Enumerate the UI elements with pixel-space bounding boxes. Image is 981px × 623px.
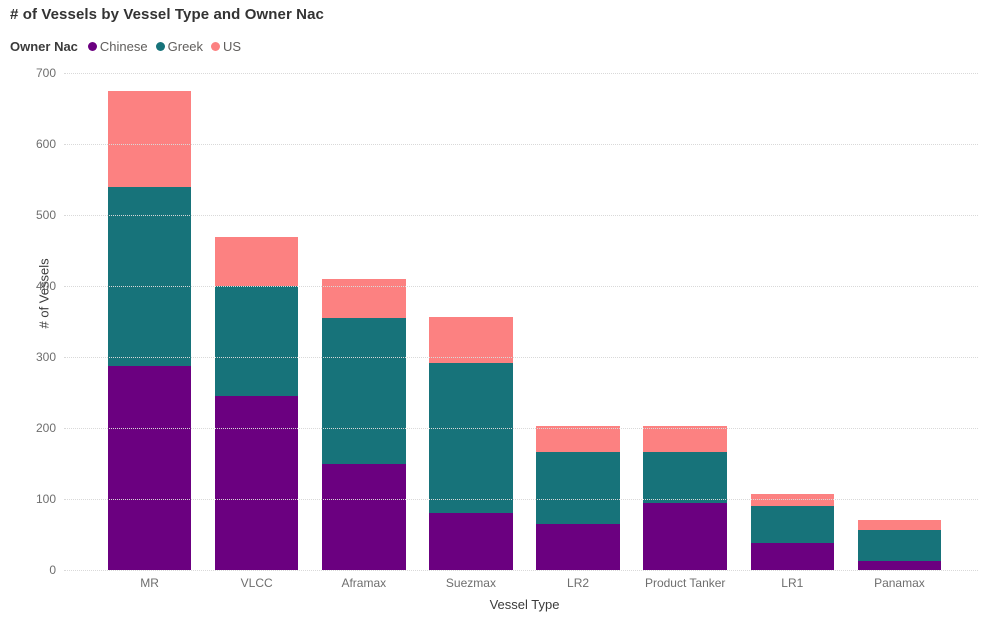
bar-segment-us[interactable] bbox=[536, 425, 620, 453]
bar-segment-greek[interactable] bbox=[750, 506, 835, 544]
bar-vlcc[interactable] bbox=[214, 237, 299, 570]
y-axis-tick-label: 100 bbox=[35, 492, 56, 506]
bar-segment-greek[interactable] bbox=[643, 452, 727, 503]
legend-item-us[interactable]: US bbox=[211, 39, 241, 54]
legend-dot bbox=[87, 42, 97, 51]
bar-slot-lr2 bbox=[525, 73, 632, 570]
bar-segment-greek[interactable] bbox=[107, 186, 192, 367]
bar-slot-aframax bbox=[310, 73, 417, 570]
bar-segment-chinese[interactable] bbox=[107, 366, 192, 570]
y-axis-tick-label: 0 bbox=[49, 563, 56, 577]
legend-title: Owner Nac bbox=[10, 39, 78, 54]
bar-mr[interactable] bbox=[107, 90, 192, 570]
bar-segment-us[interactable] bbox=[429, 317, 513, 364]
bar-aframax[interactable] bbox=[322, 278, 406, 570]
y-axis-tick-label: 700 bbox=[35, 66, 56, 80]
bar-product-tanker[interactable] bbox=[643, 425, 727, 570]
gridline bbox=[64, 286, 978, 287]
y-axis-tick-label: 400 bbox=[35, 279, 56, 293]
legend: Owner Nac Chinese Greek US bbox=[10, 39, 241, 54]
x-axis-category-label: Aframax bbox=[341, 576, 387, 590]
bar-slot-vlcc bbox=[203, 73, 310, 570]
legend-item-chinese[interactable]: Chinese bbox=[87, 39, 148, 54]
bar-segment-chinese[interactable] bbox=[857, 560, 942, 570]
bar-segment-chinese[interactable] bbox=[214, 396, 299, 570]
plot-area bbox=[64, 73, 978, 571]
legend-dot bbox=[155, 42, 165, 51]
legend-item-greek[interactable]: Greek bbox=[155, 39, 204, 54]
bar-segment-greek[interactable] bbox=[857, 529, 942, 561]
x-axis-category-label: Panamax bbox=[874, 576, 925, 590]
gridline bbox=[64, 499, 978, 500]
gridline bbox=[64, 357, 978, 358]
legend-item-label: US bbox=[223, 39, 242, 54]
bar-segment-us[interactable] bbox=[107, 90, 192, 187]
bar-segment-us[interactable] bbox=[750, 494, 835, 507]
bar-segment-chinese[interactable] bbox=[750, 543, 835, 570]
legend-item-label: Chinese bbox=[99, 39, 148, 54]
x-axis-category-label: LR2 bbox=[567, 576, 590, 590]
bar-lr2[interactable] bbox=[536, 425, 620, 570]
gridline bbox=[64, 428, 978, 429]
gridline bbox=[64, 144, 978, 145]
bar-suezmax[interactable] bbox=[429, 317, 513, 570]
gridline bbox=[64, 215, 978, 216]
x-axis-category-label: MR bbox=[140, 576, 159, 590]
y-axis-tick-label: 300 bbox=[35, 350, 56, 364]
y-axis-tick-label: 500 bbox=[35, 208, 56, 222]
bar-lr1[interactable] bbox=[750, 494, 835, 570]
x-axis-category-labels: MR VLCC Aframax Suezmax LR2 Product Tanker LR1… bbox=[96, 576, 953, 590]
x-axis-category-label: LR1 bbox=[781, 576, 804, 590]
bar-slot-product-tanker bbox=[632, 73, 739, 570]
bar-segment-greek[interactable] bbox=[429, 363, 513, 514]
bar-segment-chinese[interactable] bbox=[429, 513, 513, 570]
legend-dot bbox=[211, 42, 221, 51]
x-axis-category-label: Product Tanker bbox=[644, 576, 726, 590]
y-axis-tick-label: 600 bbox=[35, 137, 56, 151]
bar-slot-lr1 bbox=[739, 73, 846, 570]
x-axis-title: Vessel Type bbox=[489, 597, 560, 612]
gridline bbox=[64, 570, 978, 571]
bars-container bbox=[96, 73, 953, 570]
bar-segment-chinese[interactable] bbox=[322, 463, 406, 570]
bar-slot-suezmax bbox=[417, 73, 524, 570]
bar-slot-panamax bbox=[846, 73, 953, 570]
bar-slot-mr bbox=[96, 73, 203, 570]
bar-segment-greek[interactable] bbox=[322, 317, 406, 464]
y-axis-ticks: 0 100 200 300 400 500 600 700 bbox=[12, 0, 56, 623]
gridline bbox=[64, 73, 978, 74]
y-axis-tick-label: 200 bbox=[35, 421, 56, 435]
bar-segment-chinese[interactable] bbox=[643, 502, 727, 570]
bar-segment-us[interactable] bbox=[643, 425, 727, 453]
bar-segment-us[interactable] bbox=[322, 278, 406, 318]
x-axis-category-label: VLCC bbox=[240, 576, 273, 590]
x-axis-category-label: Suezmax bbox=[445, 576, 496, 590]
bar-segment-us[interactable] bbox=[857, 520, 942, 530]
chart-title: # of Vessels by Vessel Type and Owner Na… bbox=[10, 6, 324, 23]
bar-segment-greek[interactable] bbox=[536, 452, 620, 524]
bar-panamax[interactable] bbox=[857, 520, 942, 570]
bar-segment-chinese[interactable] bbox=[536, 523, 620, 570]
bar-segment-greek[interactable] bbox=[214, 286, 299, 397]
bar-segment-us[interactable] bbox=[214, 237, 299, 287]
legend-item-label: Greek bbox=[167, 39, 204, 54]
